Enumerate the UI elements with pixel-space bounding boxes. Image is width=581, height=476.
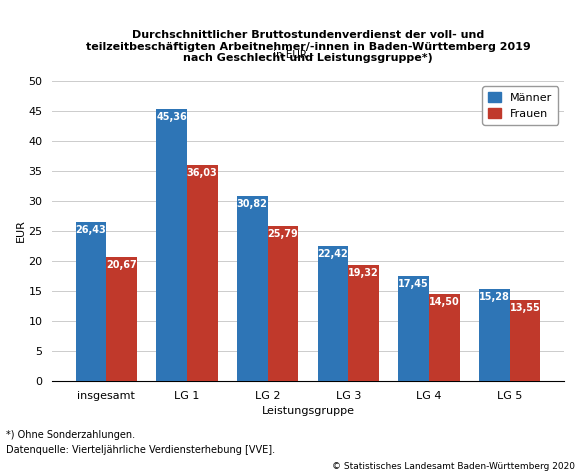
Text: - in EUR -: - in EUR - — [267, 50, 314, 60]
X-axis label: Leistungsgruppe: Leistungsgruppe — [261, 406, 354, 416]
Text: 15,28: 15,28 — [479, 292, 510, 302]
Bar — [237, 196, 268, 381]
Text: 19,32: 19,32 — [348, 268, 379, 278]
Text: 36,03: 36,03 — [187, 168, 218, 178]
Text: 30,82: 30,82 — [237, 199, 268, 209]
Bar — [399, 276, 429, 381]
Bar — [268, 226, 298, 381]
Text: 20,67: 20,67 — [106, 260, 137, 270]
Title: Durchschnittlicher Bruttostundenverdienst der voll- und
teilzeitbeschäftigten Ar: Durchschnittlicher Bruttostundenverdiens… — [85, 30, 530, 63]
Bar — [479, 289, 510, 381]
Text: 45,36: 45,36 — [156, 112, 187, 122]
Text: 13,55: 13,55 — [510, 303, 540, 313]
Text: 17,45: 17,45 — [398, 279, 429, 289]
Legend: Männer, Frauen: Männer, Frauen — [482, 87, 558, 125]
Bar — [318, 247, 348, 381]
Bar — [348, 265, 379, 381]
Bar — [429, 294, 460, 381]
Bar — [187, 165, 217, 381]
Text: Datenquelle: Vierteljährliche Verdiensterhebung [VVE].: Datenquelle: Vierteljährliche Verdienste… — [6, 445, 275, 455]
Text: 14,50: 14,50 — [429, 297, 460, 307]
Bar — [156, 109, 187, 381]
Bar — [106, 257, 137, 381]
Text: 22,42: 22,42 — [318, 249, 349, 259]
Text: *) Ohne Sonderzahlungen.: *) Ohne Sonderzahlungen. — [6, 430, 135, 440]
Text: © Statistisches Landesamt Baden-Württemberg 2020: © Statistisches Landesamt Baden-Württemb… — [332, 462, 575, 471]
Text: 25,79: 25,79 — [267, 229, 298, 239]
Text: 26,43: 26,43 — [76, 225, 106, 235]
Y-axis label: EUR: EUR — [16, 219, 26, 242]
Bar — [510, 299, 540, 381]
Bar — [76, 222, 106, 381]
